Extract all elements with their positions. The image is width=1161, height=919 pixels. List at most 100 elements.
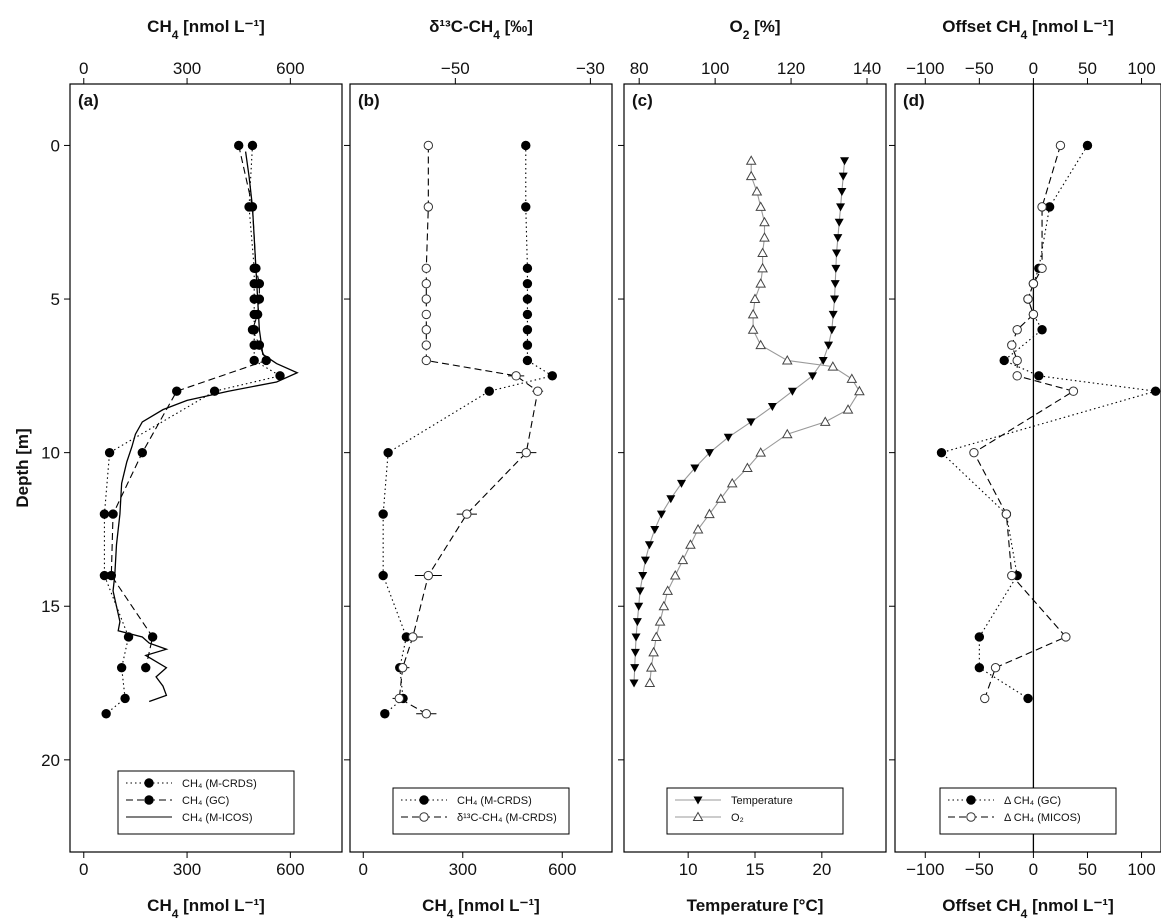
bottom-axis-title: CH4 [nmol L⁻¹] <box>147 896 265 919</box>
bottom-tick-label: 10 <box>679 860 698 879</box>
data-point <box>147 632 158 642</box>
data-point <box>677 554 689 565</box>
data-point <box>378 509 388 519</box>
data-point <box>830 295 840 304</box>
data-point <box>999 355 1009 366</box>
data-point <box>755 339 767 350</box>
series-2 <box>644 155 865 688</box>
data-point <box>974 662 985 673</box>
data-point <box>380 709 390 719</box>
bottom-tick-label: 15 <box>746 860 765 879</box>
legend-label: CH₄ (GC) <box>182 795 229 807</box>
data-point <box>421 709 432 719</box>
data-point <box>807 372 817 381</box>
data-point <box>261 355 271 366</box>
y-tick-label: 5 <box>51 290 60 309</box>
data-point <box>749 293 761 304</box>
data-point <box>1068 386 1079 396</box>
bottom-tick-label: 300 <box>173 860 201 879</box>
data-point <box>522 278 533 289</box>
data-point <box>1023 693 1033 704</box>
bottom-tick-label: 0 <box>1029 860 1038 879</box>
data-point <box>1012 371 1022 381</box>
panel-frame <box>623 83 887 853</box>
data-point <box>522 309 533 320</box>
top-axis-title: CH4 [nmol L⁻¹] <box>147 17 265 42</box>
legend-marker <box>966 812 976 822</box>
bottom-axis-title: CH4 [nmol L⁻¹] <box>422 896 540 919</box>
data-point <box>690 464 700 473</box>
data-point <box>511 371 521 381</box>
data-point <box>421 294 432 304</box>
data-point <box>522 294 533 304</box>
data-point <box>645 662 657 672</box>
legend-marker <box>144 795 154 805</box>
data-point <box>837 188 847 197</box>
series-line <box>382 145 554 715</box>
legend-marker <box>144 778 154 788</box>
data-point <box>421 325 432 335</box>
data-point <box>252 309 263 320</box>
top-tick-label: 600 <box>276 59 304 78</box>
data-point <box>421 340 432 350</box>
data-point <box>834 218 844 227</box>
data-point <box>654 616 666 626</box>
data-point <box>172 386 182 396</box>
panel-frame <box>349 83 613 853</box>
top-axis-title: O2 [%] <box>729 17 780 42</box>
data-point <box>1012 325 1022 335</box>
data-point <box>974 632 985 642</box>
data-point <box>747 324 759 334</box>
data-point <box>658 600 670 611</box>
data-point <box>629 679 639 688</box>
top-axis-title: Offset CH4 [nmol L⁻¹] <box>942 17 1114 42</box>
data-point <box>662 585 674 595</box>
bottom-axis-title: Temperature [°C] <box>687 896 824 915</box>
data-point <box>1007 340 1017 350</box>
series-line <box>973 145 1075 699</box>
data-point <box>421 278 432 289</box>
data-point <box>824 341 834 350</box>
bottom-tick-label: 20 <box>812 860 831 879</box>
data-point <box>1028 278 1039 289</box>
data-point <box>745 155 757 165</box>
data-point <box>1034 371 1044 381</box>
data-point <box>1012 355 1022 366</box>
data-point <box>827 326 837 335</box>
data-point <box>704 508 715 519</box>
data-point <box>522 263 533 274</box>
data-point <box>827 361 839 371</box>
top-tick-label: 140 <box>853 59 881 78</box>
data-point <box>650 525 660 534</box>
data-point <box>648 646 659 657</box>
data-point <box>378 570 388 581</box>
top-tick-label: −50 <box>965 59 994 78</box>
bottom-tick-label: 600 <box>548 860 576 879</box>
data-point <box>1028 309 1039 320</box>
data-point <box>666 495 676 504</box>
legend-marker <box>966 795 976 805</box>
legend-marker <box>693 796 703 805</box>
series-1 <box>99 140 285 719</box>
data-point <box>726 477 738 488</box>
data-point <box>842 404 854 414</box>
data-point <box>247 140 258 151</box>
data-point <box>755 447 767 457</box>
data-point <box>1037 202 1047 212</box>
top-tick-label: 0 <box>1029 59 1038 78</box>
data-point <box>831 264 841 273</box>
top-tick-label: 80 <box>630 59 649 78</box>
top-tick-label: 50 <box>1078 59 1097 78</box>
data-point <box>421 263 432 274</box>
legend-box <box>666 787 844 835</box>
data-point <box>106 570 117 581</box>
data-point <box>757 247 768 257</box>
data-point <box>408 632 418 642</box>
legend-label: CH₄ (M-CRDS) <box>182 778 257 790</box>
legend-label: Δ CH₄ (MICOS) <box>1004 812 1081 824</box>
y-axis-label: Depth [m] <box>13 428 32 507</box>
series-1 <box>629 157 850 688</box>
data-point <box>781 428 793 439</box>
legend-label: Δ CH₄ (GC) <box>1004 795 1061 807</box>
data-point <box>828 310 838 319</box>
